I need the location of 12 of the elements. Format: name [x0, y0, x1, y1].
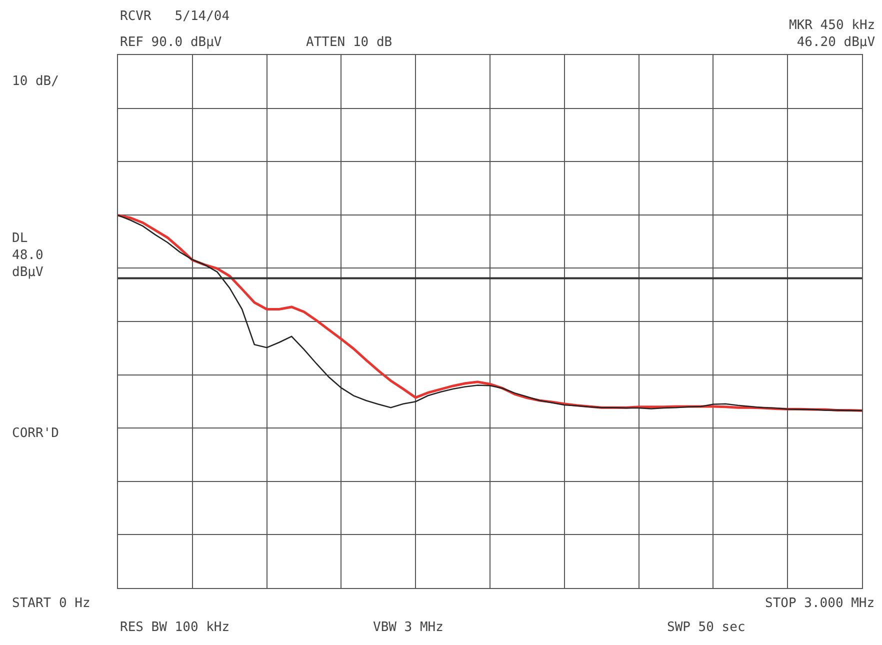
- ref-line-label: DL 48.0 dBµV: [12, 231, 44, 280]
- text: CORR'D: [12, 426, 60, 441]
- text: STOP 3.000 MHz: [765, 596, 875, 611]
- chart-title: RCVR 5/14/04: [120, 9, 230, 24]
- text: 10 dB/: [12, 74, 59, 89]
- text: SWP 50 sec: [667, 620, 746, 635]
- text: VBW 3 MHz: [373, 620, 444, 635]
- text: RES BW 100 kHz: [120, 620, 230, 635]
- text: START 0 Hz: [12, 596, 90, 611]
- text: REF 90.0 dBµV: [120, 35, 222, 50]
- text: ATTEN 10 dB: [306, 35, 392, 50]
- text: MKR 450 kHz 46.20 dBµV: [789, 18, 876, 50]
